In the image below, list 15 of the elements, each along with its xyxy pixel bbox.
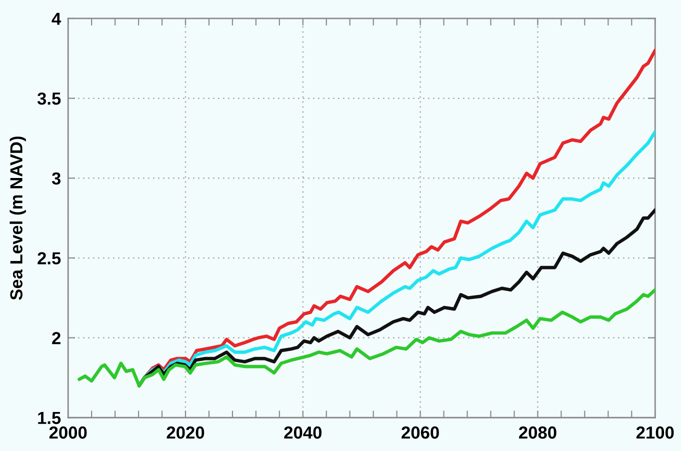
line-series xyxy=(137,208,656,388)
x-tick-label: 2080 xyxy=(519,426,556,439)
x-tick-label: 2040 xyxy=(284,426,322,439)
x-tick-label: 2020 xyxy=(166,426,204,439)
x-tick-label: 2060 xyxy=(402,426,439,439)
y-tick-label: 3 xyxy=(52,172,61,185)
y-tick-label: 2 xyxy=(52,332,60,344)
y-tick-label: 1.5 xyxy=(38,412,61,424)
y-tick-label: 3.5 xyxy=(37,92,61,105)
x-tick-label: 2000 xyxy=(49,426,87,439)
y-tick-label: 2.5 xyxy=(38,252,61,264)
y-axis-title: Sea Level (m NAVD) xyxy=(10,136,26,300)
line-series xyxy=(78,288,656,388)
x-tick-label: 2100 xyxy=(636,426,674,439)
y-tick-label: 4 xyxy=(52,12,62,25)
